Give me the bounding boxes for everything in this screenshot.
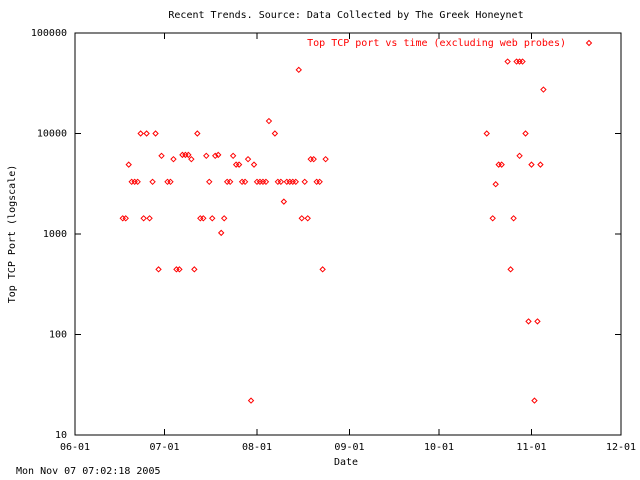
point bbox=[146, 215, 153, 222]
point bbox=[137, 130, 144, 137]
point bbox=[188, 155, 195, 163]
point bbox=[235, 161, 243, 168]
point bbox=[280, 198, 288, 205]
point bbox=[191, 266, 198, 273]
point bbox=[152, 130, 159, 137]
point bbox=[212, 152, 219, 160]
point bbox=[215, 151, 222, 159]
point bbox=[498, 161, 505, 168]
point bbox=[200, 215, 207, 222]
point bbox=[319, 266, 326, 273]
point bbox=[298, 215, 305, 222]
point bbox=[492, 181, 499, 188]
y-tick-label: 100 bbox=[49, 330, 67, 341]
y-axis-label: Top TCP Port (logscale) bbox=[7, 165, 18, 303]
point bbox=[220, 215, 228, 222]
x-tick-label: 07-01 bbox=[149, 442, 179, 453]
point bbox=[304, 215, 311, 222]
point bbox=[489, 215, 496, 222]
point bbox=[295, 66, 302, 74]
x-tick-label: 12-01 bbox=[606, 442, 636, 453]
point bbox=[203, 152, 210, 160]
legend-marker bbox=[585, 39, 593, 47]
y-tick-label: 100000 bbox=[31, 28, 67, 39]
point bbox=[158, 152, 165, 160]
point bbox=[504, 58, 511, 65]
point bbox=[143, 130, 150, 137]
point bbox=[516, 152, 523, 160]
timestamp: Mon Nov 07 07:02:18 2005 bbox=[16, 466, 161, 477]
point bbox=[534, 318, 541, 325]
x-tick-label: 11-01 bbox=[516, 442, 546, 453]
y-tick-label: 1000 bbox=[43, 229, 67, 240]
y-tick-label: 10 bbox=[55, 430, 67, 441]
point bbox=[265, 117, 273, 125]
point bbox=[292, 178, 299, 186]
chart-title: Recent Trends. Source: Data Collected by… bbox=[168, 10, 523, 21]
point bbox=[528, 161, 535, 168]
point bbox=[241, 178, 249, 186]
point bbox=[155, 266, 162, 273]
point bbox=[531, 397, 538, 404]
point bbox=[134, 178, 141, 186]
point bbox=[176, 266, 183, 273]
point bbox=[301, 178, 308, 186]
point bbox=[149, 178, 156, 186]
point bbox=[247, 397, 255, 404]
x-axis-label: Date bbox=[334, 457, 358, 468]
point bbox=[167, 178, 174, 186]
point bbox=[519, 58, 526, 65]
point bbox=[316, 178, 323, 186]
point bbox=[250, 161, 258, 168]
x-tick-label: 10-01 bbox=[424, 442, 454, 453]
point bbox=[209, 215, 216, 222]
point bbox=[170, 155, 177, 163]
legend-label: Top TCP port vs time (excluding web prob… bbox=[307, 38, 566, 49]
point bbox=[206, 178, 213, 186]
point bbox=[122, 215, 129, 222]
x-tick-label: 06-01 bbox=[60, 442, 90, 453]
point bbox=[229, 152, 237, 160]
point bbox=[262, 178, 270, 186]
point bbox=[226, 178, 234, 186]
point bbox=[322, 155, 329, 163]
point bbox=[522, 130, 529, 137]
y-tick-label: 10000 bbox=[37, 129, 67, 140]
point bbox=[540, 86, 547, 93]
point bbox=[140, 215, 147, 222]
point bbox=[244, 155, 252, 163]
point bbox=[310, 155, 317, 163]
point bbox=[271, 130, 279, 137]
x-tick-label: 08-01 bbox=[242, 442, 272, 453]
point bbox=[194, 130, 201, 137]
point bbox=[277, 178, 285, 186]
point bbox=[510, 215, 517, 222]
point bbox=[125, 161, 132, 168]
point bbox=[185, 151, 192, 159]
point bbox=[525, 318, 532, 325]
point bbox=[483, 130, 490, 137]
x-tick-label: 09-01 bbox=[334, 442, 364, 453]
point bbox=[507, 266, 514, 273]
point bbox=[537, 161, 544, 168]
point bbox=[217, 229, 225, 237]
